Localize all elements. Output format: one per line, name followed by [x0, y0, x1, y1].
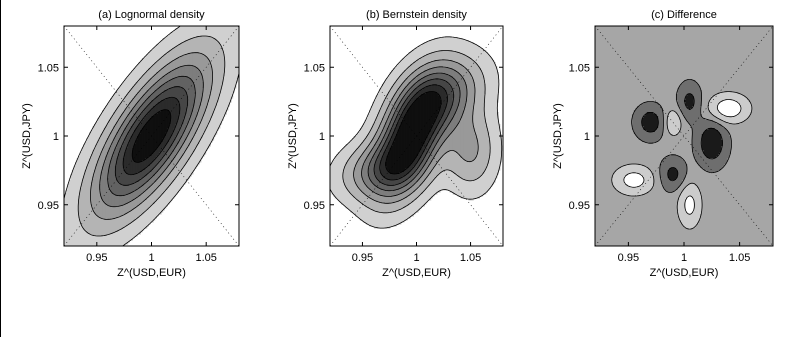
contour-level-1	[623, 99, 742, 215]
x-tick-label: 1.05	[195, 252, 216, 264]
y-axis-label: Z^(USD,JPY)	[287, 103, 299, 169]
contour-level-2	[611, 91, 753, 230]
contour-level-1	[64, 26, 239, 246]
x-tick-label: 0.95	[618, 252, 639, 264]
x-tick-label: 0.95	[352, 252, 373, 264]
x-tick-label: 0.95	[86, 252, 107, 264]
contour-level-5	[367, 72, 461, 192]
contour-level-1	[330, 36, 503, 229]
x-axis-label: Z^(USD,EUR)	[117, 267, 186, 279]
contour-level-3	[631, 79, 732, 193]
x-axis-label: Z^(USD,EUR)	[382, 267, 451, 279]
contour-level-4	[361, 66, 468, 197]
contour-level-6	[114, 86, 189, 186]
contour-level-6	[373, 78, 455, 186]
y-tick-label: 1	[53, 131, 59, 143]
x-tick-label: 1	[148, 252, 154, 264]
y-axis-label: Z^(USD,JPY)	[21, 103, 33, 169]
chart-title: (c) Difference	[651, 9, 717, 21]
contour-fill	[330, 36, 503, 229]
panel-2: 0.95 1 1.05 0.95 1 1.05 (b) Bernstein density Z…	[287, 9, 504, 279]
contour-level-8	[385, 91, 442, 175]
y-tick-label: 1	[319, 131, 325, 143]
panel-3: 0.95 1 1.05 0.95 1 1.05 (c) Difference Z^(USD,E…	[552, 9, 774, 279]
y-tick-label: 1.05	[38, 62, 59, 74]
contour-level-2	[77, 35, 226, 237]
y-tick-label: 1	[584, 131, 590, 143]
contour-level-7	[379, 84, 448, 181]
y-axis-label: Z^(USD,JPY)	[552, 103, 564, 169]
contour-level-2	[342, 50, 491, 214]
x-axis-label: Z^(USD,EUR)	[650, 267, 719, 279]
chart-title: (a) Lognormal density	[98, 9, 205, 21]
panel-1: 0.95 1 1.05 0.95 1 1.05 (a) Lognormal density Z…	[21, 9, 240, 279]
y-tick-label: 0.95	[569, 200, 590, 212]
contour-lines	[330, 36, 503, 229]
contour-level-8	[131, 109, 172, 163]
grid	[64, 26, 239, 246]
grid-antidiagonal	[64, 26, 239, 246]
contour-lines	[611, 79, 753, 230]
y-tick-label: 0.95	[38, 200, 59, 212]
x-tick-label: 1.05	[729, 252, 750, 264]
y-tick-label: 0.95	[304, 200, 325, 212]
x-tick-label: 1	[413, 252, 419, 264]
y-tick-label: 1.05	[304, 62, 325, 74]
contour-level-3	[353, 59, 479, 204]
x-tick-label: 1.05	[460, 252, 481, 264]
contour-level-3	[90, 52, 213, 220]
contour-level-4	[641, 93, 723, 182]
contour-fill	[595, 26, 773, 246]
contour-lines	[64, 26, 239, 246]
x-tick-label: 1	[681, 252, 687, 264]
chart-title: (b) Bernstein density	[366, 9, 467, 21]
y-tick-label: 1.05	[569, 62, 590, 74]
page-left-rule	[0, 0, 1, 337]
